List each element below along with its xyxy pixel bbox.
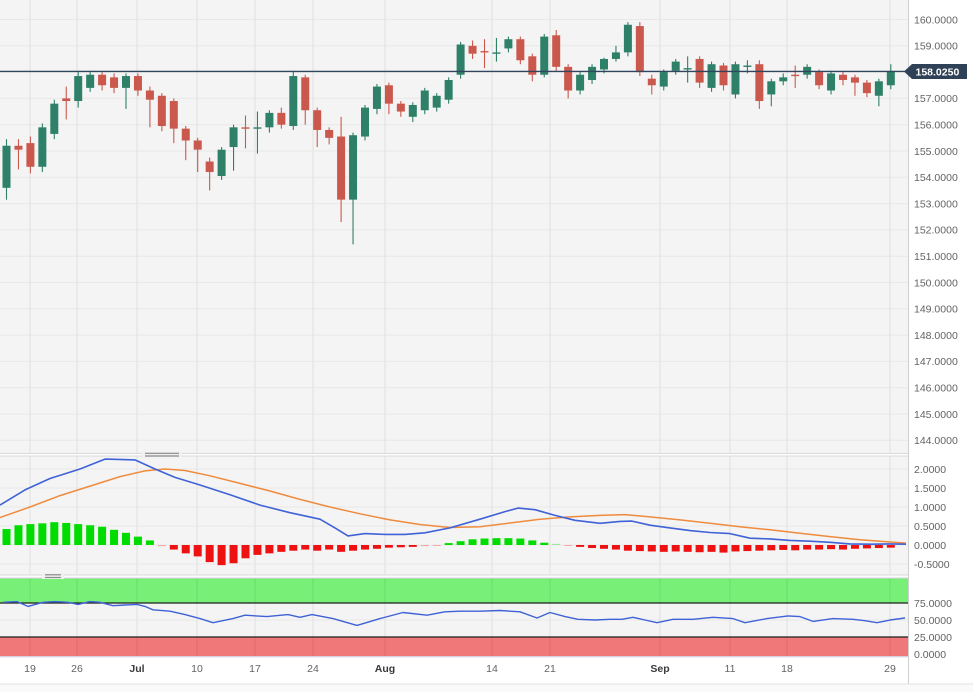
svg-text:159.0000: 159.0000 — [914, 41, 958, 53]
svg-text:10: 10 — [191, 663, 203, 675]
svg-text:25.0000: 25.0000 — [914, 632, 952, 644]
svg-text:149.0000: 149.0000 — [914, 304, 958, 316]
svg-text:0.0000: 0.0000 — [914, 649, 946, 661]
macd-panel-resize-handle[interactable] — [142, 451, 182, 458]
svg-text:29: 29 — [884, 663, 896, 675]
svg-text:151.0000: 151.0000 — [914, 251, 958, 263]
panel-resize-handles[interactable] — [42, 451, 182, 580]
svg-text:Sep: Sep — [650, 663, 669, 675]
svg-text:156.0000: 156.0000 — [914, 120, 958, 132]
svg-text:1.5000: 1.5000 — [914, 483, 946, 495]
svg-text:18: 18 — [781, 663, 793, 675]
svg-text:0.0000: 0.0000 — [914, 540, 946, 552]
svg-text:17: 17 — [249, 663, 261, 675]
macd-indicator — [0, 458, 907, 566]
svg-text:0.5000: 0.5000 — [914, 521, 946, 533]
svg-text:146.0000: 146.0000 — [914, 383, 958, 395]
svg-text:157.0000: 157.0000 — [914, 93, 958, 105]
svg-text:Aug: Aug — [375, 663, 395, 675]
rsi-indicator-line — [2, 600, 906, 627]
svg-text:155.0000: 155.0000 — [914, 146, 958, 158]
svg-text:147.0000: 147.0000 — [914, 356, 958, 368]
svg-text:152.0000: 152.0000 — [914, 225, 958, 237]
svg-text:21: 21 — [544, 663, 556, 675]
svg-text:154.0000: 154.0000 — [914, 172, 958, 184]
svg-text:2.0000: 2.0000 — [914, 464, 946, 476]
time-axis[interactable]: 19 26 Jul 10 17 24 Aug 14 21 Sep 11 18 29 — [24, 663, 896, 675]
svg-text:11: 11 — [725, 663, 736, 675]
svg-text:144.0000: 144.0000 — [914, 435, 958, 447]
svg-text:153.0000: 153.0000 — [914, 198, 958, 210]
last-price-label: 158.0250 — [916, 67, 960, 79]
candlesticks — [2, 22, 895, 245]
svg-text:24: 24 — [307, 663, 319, 675]
last-price-tag: 158.0250 — [904, 63, 967, 79]
svg-text:-0.5000: -0.5000 — [914, 559, 950, 571]
svg-text:1.0000: 1.0000 — [914, 502, 946, 514]
svg-text:150.0000: 150.0000 — [914, 277, 958, 289]
last-price-tag-shape — [904, 63, 967, 79]
svg-text:160.0000: 160.0000 — [914, 14, 958, 26]
svg-text:19: 19 — [24, 663, 36, 675]
svg-text:14: 14 — [486, 663, 498, 675]
svg-text:145.0000: 145.0000 — [914, 409, 958, 421]
svg-text:Jul: Jul — [129, 663, 144, 675]
svg-text:75.0000: 75.0000 — [914, 598, 952, 610]
rsi-panel-resize-handle[interactable] — [42, 573, 64, 579]
rsi-bands — [0, 577, 908, 658]
svg-text:50.0000: 50.0000 — [914, 615, 952, 627]
svg-text:148.0000: 148.0000 — [914, 330, 958, 342]
svg-text:26: 26 — [71, 663, 83, 675]
